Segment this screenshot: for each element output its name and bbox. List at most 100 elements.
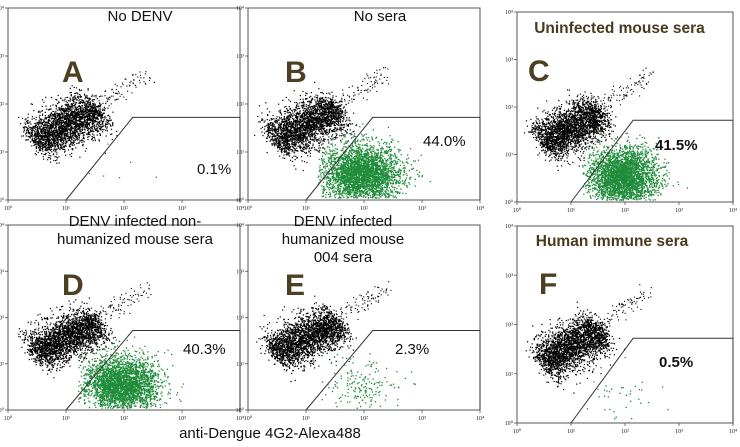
event-dot: [95, 129, 97, 131]
event-dot: [304, 146, 306, 148]
event-dot: [23, 129, 25, 131]
event-dot: [295, 115, 297, 117]
event-dot: [306, 117, 308, 119]
event-dot: [287, 122, 289, 124]
event-dot: [303, 116, 305, 118]
event-dot: [349, 129, 351, 131]
event-dot: [61, 125, 63, 127]
event-dot: [318, 116, 320, 118]
event-dot: [67, 103, 70, 105]
event-dot: [298, 142, 300, 144]
event-dot: [88, 136, 90, 138]
event-dot: [348, 117, 350, 119]
event-dot: [72, 142, 74, 144]
event-dot: [290, 140, 292, 142]
event-dot: [315, 110, 317, 112]
event-dot: [94, 124, 96, 126]
event-dot: [66, 125, 68, 128]
event-dot: [71, 142, 73, 144]
event-dot: [68, 137, 70, 139]
event-dot: [76, 137, 78, 139]
event-dot: [280, 144, 282, 146]
event-dot: [60, 122, 62, 124]
event-dot: [51, 145, 53, 147]
event-dot: [292, 115, 294, 117]
event-dot: [257, 115, 259, 118]
event-dot: [297, 124, 299, 126]
event-dot: [99, 125, 101, 127]
event-dot: [284, 147, 286, 149]
event-dot: [100, 120, 102, 122]
event-dot: [86, 134, 88, 136]
event-dot: [50, 124, 52, 126]
event-dot: [327, 109, 329, 111]
event-dot: [27, 117, 29, 119]
event-dot: [64, 118, 66, 120]
event-dot: [43, 153, 45, 155]
event-dot: [343, 126, 345, 129]
event-dot: [42, 149, 44, 151]
event-dot: [69, 97, 71, 99]
event-dot: [267, 134, 269, 137]
event-dot: [317, 123, 319, 125]
event-dot: [327, 114, 329, 116]
event-dot: [285, 129, 287, 131]
event-dot: [79, 95, 81, 97]
event-dot: [306, 162, 308, 164]
event-dot: [274, 126, 276, 128]
event-dot: [310, 135, 312, 138]
event-dot: [339, 129, 341, 131]
event-dot: [286, 139, 288, 141]
event-dot: [290, 129, 292, 131]
event-dot: [307, 118, 309, 120]
event-dot: [271, 124, 273, 126]
event-dot: [318, 121, 321, 123]
event-dot: [32, 127, 34, 129]
event-dot: [321, 121, 324, 124]
event-dot: [320, 138, 322, 140]
event-dot: [321, 108, 323, 110]
event-dot: [341, 113, 343, 115]
event-dot: [64, 128, 66, 130]
event-dot: [58, 119, 60, 121]
event-dot: [295, 117, 297, 119]
event-dot: [81, 128, 83, 130]
event-dot: [59, 133, 62, 135]
negative-events: [18, 71, 155, 164]
event-dot: [326, 103, 328, 105]
event-dot: [86, 129, 89, 131]
event-dot: [74, 114, 76, 116]
event-dot: [35, 144, 37, 146]
event-dot: [92, 99, 94, 101]
event-dot: [70, 94, 72, 96]
event-dot: [57, 136, 59, 138]
event-dot: [48, 135, 50, 137]
event-dot: [307, 124, 309, 126]
event-dot: [314, 121, 316, 124]
event-dot: [308, 122, 310, 124]
event-dot: [325, 121, 327, 123]
event-dot: [100, 126, 103, 128]
event-dot: [47, 129, 49, 131]
event-dot: [132, 82, 134, 84]
event-dot: [102, 114, 104, 116]
event-dot: [132, 74, 134, 76]
event-dot: [74, 101, 76, 104]
event-dot: [28, 136, 30, 138]
event-dot: [336, 112, 338, 114]
event-dot: [87, 131, 90, 133]
event-dot: [64, 150, 66, 152]
event-dot: [30, 132, 32, 134]
event-dot: [288, 106, 290, 108]
event-dot: [282, 126, 285, 128]
event-dot: [118, 92, 120, 94]
event-dot: [294, 109, 296, 111]
event-dot: [60, 117, 62, 119]
event-dot: [95, 106, 97, 108]
event-dot: [314, 137, 316, 139]
event-dot: [79, 122, 81, 124]
event-dot: [325, 99, 327, 101]
event-dot: [273, 128, 275, 131]
event-dot: [308, 121, 310, 123]
event-dot: [126, 85, 128, 87]
